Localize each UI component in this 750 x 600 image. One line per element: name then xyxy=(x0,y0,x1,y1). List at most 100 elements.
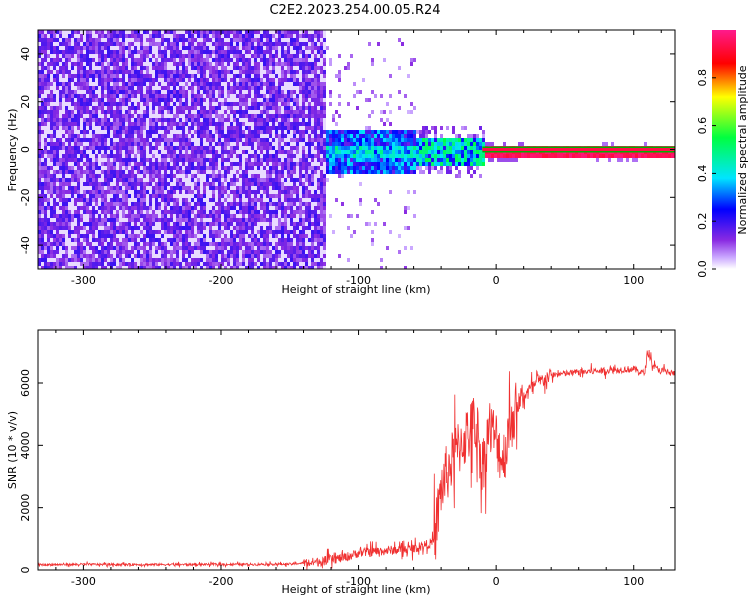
spectrogram-cell xyxy=(44,254,47,258)
spectrogram-cell xyxy=(245,226,248,230)
spectrogram-cell xyxy=(101,58,104,62)
spectrogram-cell xyxy=(209,242,212,246)
spectrogram-cell xyxy=(134,30,137,34)
spectrogram-cell xyxy=(125,114,128,118)
spectrogram-cell xyxy=(128,226,131,230)
spectrogram-cell xyxy=(53,50,56,54)
spectrogram-cell xyxy=(38,62,41,66)
spectrogram-cell xyxy=(131,150,134,154)
spectrogram-cell xyxy=(107,86,110,90)
spectrogram-cell xyxy=(140,98,143,102)
spectrogram-cell xyxy=(230,58,233,62)
spectrogram-cell xyxy=(41,202,44,206)
spectrogram-cell xyxy=(284,62,287,66)
spectrogram-cell xyxy=(209,102,212,106)
spectrogram-cell xyxy=(188,182,191,186)
spectrogram-cell xyxy=(119,98,122,102)
spectrogram-cell xyxy=(179,218,182,222)
spectrogram-cell xyxy=(137,246,140,250)
spectrogram-cell xyxy=(182,50,185,54)
spectrogram-cell xyxy=(230,246,233,250)
spectrogram-cell xyxy=(224,50,227,54)
spectrogram-cell xyxy=(158,146,161,150)
spectrogram-cell xyxy=(119,190,122,194)
spectrogram-cell xyxy=(65,186,68,190)
spectrogram-cell xyxy=(233,250,236,254)
spectrogram-cell xyxy=(80,234,83,238)
spectrogram-cell xyxy=(203,94,206,98)
spectrogram-cell xyxy=(131,154,134,158)
spectrogram-cell xyxy=(254,154,257,158)
spectrogram-cell xyxy=(266,126,269,130)
spectrogram-cell xyxy=(80,142,83,146)
spectrogram-cell xyxy=(56,230,59,234)
spectrogram-cell xyxy=(275,58,278,62)
spectrogram-cell xyxy=(152,90,155,94)
spectrogram-cell xyxy=(110,126,113,130)
spectrogram-cell xyxy=(143,94,146,98)
spectrogram-cell xyxy=(50,254,53,258)
spectrogram-cell xyxy=(44,214,47,218)
spectrogram-cell xyxy=(155,206,158,210)
spectrogram-cell xyxy=(143,178,146,182)
spectrogram-cell xyxy=(281,162,284,166)
spectrogram-cell xyxy=(197,42,200,46)
spectrogram-cell xyxy=(89,266,92,269)
spectrogram-cell xyxy=(155,226,158,230)
spectrogram-cell xyxy=(176,178,179,182)
spectrogram-cell xyxy=(83,262,86,266)
spectrogram-cell xyxy=(257,214,260,218)
spectrogram-cell xyxy=(140,166,143,170)
spectrogram-cell xyxy=(50,118,53,122)
spectrogram-cell xyxy=(116,194,119,198)
spectrogram-cell xyxy=(182,34,185,38)
spectrogram-cell xyxy=(137,62,140,66)
spectrogram-cell xyxy=(74,78,77,82)
spectrogram-cell xyxy=(149,258,152,262)
spectrogram-cell xyxy=(230,182,233,186)
spectrogram-cell xyxy=(47,130,50,134)
spectrogram-cell xyxy=(113,202,116,206)
spectrogram-cell xyxy=(125,94,128,98)
spectrogram-cell xyxy=(251,46,254,50)
spectrogram-cell xyxy=(182,42,185,46)
spectrogram-cell xyxy=(134,42,137,46)
spectrogram-cell xyxy=(281,54,284,58)
spectrogram-cell xyxy=(197,158,200,162)
spectrogram-cell xyxy=(107,54,110,58)
spectrogram-cell xyxy=(152,78,155,82)
spectrogram-cell xyxy=(65,110,68,114)
spectrogram-cell xyxy=(281,230,284,234)
spectrogram-cell xyxy=(116,98,119,102)
spectrogram-cell xyxy=(89,158,92,162)
spectrogram-cell xyxy=(50,230,53,234)
spectrogram-cell xyxy=(164,142,167,146)
spectrogram-cell xyxy=(146,222,149,226)
spectrogram-cell xyxy=(65,42,68,46)
spectrogram-cell xyxy=(44,210,47,214)
spectrogram-cell xyxy=(224,66,227,70)
spectrogram-cell xyxy=(104,178,107,182)
spectrogram-cell xyxy=(173,226,176,230)
spectrogram-cell xyxy=(89,30,92,34)
spectrogram-cell xyxy=(260,38,263,42)
spectrogram-cell xyxy=(149,78,152,82)
spectrogram-cell xyxy=(98,142,101,146)
spectrogram-cell xyxy=(125,166,128,170)
spectrogram-cell xyxy=(212,182,215,186)
spectrogram-cell xyxy=(251,114,254,118)
spectrogram-cell xyxy=(221,118,224,122)
spectrogram-cell xyxy=(188,174,191,178)
spectrogram-cell xyxy=(230,78,233,82)
spectrogram-cell xyxy=(260,266,263,269)
spectrogram-cell xyxy=(275,62,278,66)
spectrogram-cell xyxy=(227,42,230,46)
spectrogram-cell xyxy=(212,242,215,246)
spectrogram-cell xyxy=(128,50,131,54)
spectrogram-cell xyxy=(155,114,158,118)
spectrogram-cell xyxy=(128,258,131,262)
spectrogram-cell xyxy=(122,226,125,230)
spectrogram-cell xyxy=(47,202,50,206)
spectrogram-cell xyxy=(266,130,269,134)
spectrogram-cell xyxy=(161,174,164,178)
